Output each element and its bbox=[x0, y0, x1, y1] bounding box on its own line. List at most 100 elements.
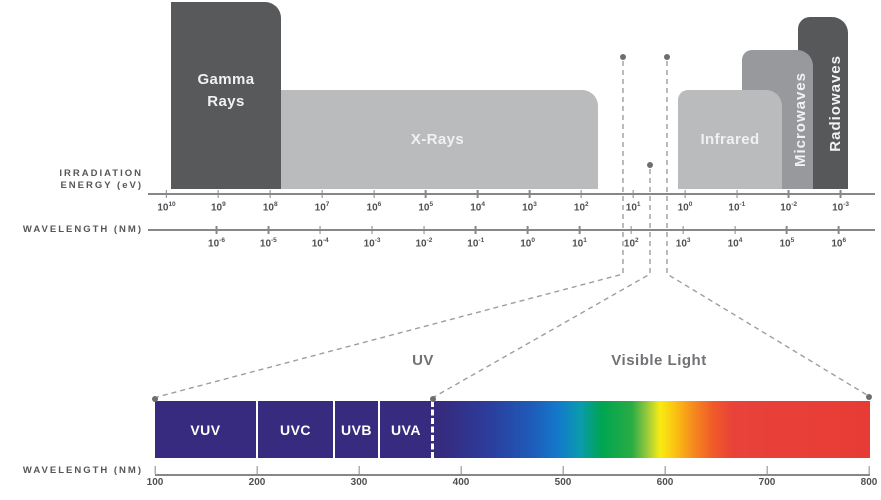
band-x-rays: X-Rays bbox=[277, 90, 598, 189]
energy-axis-title-line2: ENERGY (eV) bbox=[60, 180, 143, 191]
tick-label: 106 bbox=[831, 237, 847, 250]
tick-mark bbox=[217, 190, 220, 198]
axis-tick: 10-3 bbox=[832, 190, 849, 213]
tick-label: 103 bbox=[522, 201, 537, 214]
tick-label: 106 bbox=[366, 201, 382, 214]
axis-tick: 300 bbox=[350, 466, 368, 488]
axis-tick: 600 bbox=[656, 466, 674, 488]
axis-tick: 108 bbox=[263, 190, 278, 213]
tick-label: 102 bbox=[573, 201, 589, 214]
callout-dot bbox=[664, 54, 670, 60]
axis-tick: 105 bbox=[779, 226, 794, 249]
visible-light-region-label: Visible Light bbox=[611, 352, 707, 369]
tick-label: 700 bbox=[758, 477, 776, 488]
axis-tick: 10-4 bbox=[312, 226, 329, 249]
axis-tick: 106 bbox=[831, 226, 846, 249]
tick-label: 800 bbox=[860, 477, 878, 488]
wavelength-axis-title: WAVELENGTH (NM) bbox=[22, 224, 143, 235]
tick-mark bbox=[269, 190, 271, 198]
axis-tick: 102 bbox=[574, 190, 589, 213]
tick-label: 10-4 bbox=[311, 237, 329, 250]
uv-visible-spectrum-bar: VUV UVC UVB UVA bbox=[155, 401, 870, 458]
tick-mark bbox=[371, 226, 373, 234]
tick-mark bbox=[528, 190, 531, 198]
tick-mark bbox=[425, 190, 427, 198]
tick-mark bbox=[787, 190, 790, 198]
tick-label: 104 bbox=[470, 201, 485, 214]
tick-mark bbox=[267, 226, 270, 234]
axis-tick: 500 bbox=[554, 466, 572, 488]
axis-tick: 400 bbox=[452, 466, 470, 488]
axis-tick: 10-1 bbox=[467, 226, 484, 249]
axis-tick: 10-2 bbox=[415, 226, 432, 249]
uva-label: UVA bbox=[390, 421, 422, 438]
tick-label: 400 bbox=[452, 477, 470, 488]
tick-mark bbox=[839, 190, 842, 198]
axis-tick: 10-5 bbox=[260, 226, 277, 249]
tick-mark bbox=[837, 226, 840, 234]
tick-mark bbox=[632, 190, 634, 198]
tick-label: 1010 bbox=[157, 201, 176, 214]
axis-tick: 106 bbox=[366, 190, 382, 214]
uv-region-label: UV bbox=[412, 352, 434, 369]
tick-label: 105 bbox=[779, 237, 795, 250]
axis-tick: 200 bbox=[248, 466, 266, 488]
tick-mark bbox=[578, 226, 581, 234]
tick-label: 10-2 bbox=[415, 237, 433, 250]
axis-tick: 10-1 bbox=[728, 190, 745, 213]
tick-mark bbox=[526, 226, 529, 234]
axis-tick: 800 bbox=[860, 466, 878, 488]
tick-label: 108 bbox=[262, 201, 278, 214]
axis-tick: 104 bbox=[728, 226, 742, 249]
tick-label: 300 bbox=[350, 477, 368, 488]
tick-label: 10-5 bbox=[259, 237, 277, 250]
tick-label: 101 bbox=[572, 237, 587, 250]
tick-label: 200 bbox=[248, 477, 266, 488]
band-infrared: Infrared bbox=[678, 90, 782, 189]
tick-mark bbox=[358, 466, 360, 474]
tick-label: 10-6 bbox=[208, 237, 225, 250]
tick-label: 10-1 bbox=[728, 201, 746, 214]
uvc-label: UVC bbox=[279, 421, 312, 438]
callout-dot bbox=[866, 394, 872, 400]
tick-mark bbox=[734, 226, 736, 234]
axis-tick: 700 bbox=[758, 466, 776, 488]
tick-mark bbox=[476, 190, 479, 198]
tick-mark bbox=[319, 226, 321, 234]
axis-tick: 10-3 bbox=[364, 226, 381, 249]
radiowaves-label: Radiowaves bbox=[827, 54, 844, 152]
tick-mark bbox=[475, 226, 477, 234]
tick-label: 10-3 bbox=[832, 201, 849, 214]
segment-uva: UVA bbox=[380, 401, 432, 458]
axis-tick: 102 bbox=[624, 226, 639, 249]
axis-tick: 105 bbox=[418, 190, 433, 213]
axis-tick: 100 bbox=[146, 466, 164, 488]
tick-label: 100 bbox=[520, 237, 535, 250]
lower-wavelength-axis-title: WAVELENGTH (NM) bbox=[22, 465, 143, 476]
tick-mark bbox=[684, 190, 686, 198]
tick-mark bbox=[256, 466, 258, 474]
axis-tick: 109 bbox=[211, 190, 226, 213]
segment-vuv: VUV bbox=[155, 401, 258, 458]
axis-tick: 103 bbox=[676, 226, 691, 249]
tick-mark bbox=[630, 226, 633, 234]
tick-label: 100 bbox=[146, 477, 164, 488]
uv-visible-boundary-dashed-line bbox=[431, 401, 434, 458]
tick-mark bbox=[373, 190, 375, 198]
tick-label: 600 bbox=[656, 477, 674, 488]
tick-mark bbox=[682, 226, 684, 234]
axis-tick: 100 bbox=[520, 226, 535, 249]
infrared-label: Infrared bbox=[700, 130, 760, 148]
tick-mark bbox=[154, 466, 156, 474]
tick-label: 103 bbox=[675, 237, 691, 250]
tick-label: 500 bbox=[554, 477, 572, 488]
tick-mark bbox=[460, 466, 462, 474]
axis-tick: 101 bbox=[572, 226, 587, 249]
vuv-label: VUV bbox=[190, 421, 221, 438]
energy-axis-line bbox=[148, 193, 875, 195]
axis-tick: 10-6 bbox=[208, 226, 225, 249]
tick-mark bbox=[215, 226, 218, 234]
tick-mark bbox=[868, 466, 870, 474]
lower-wavelength-axis-line bbox=[155, 474, 870, 476]
